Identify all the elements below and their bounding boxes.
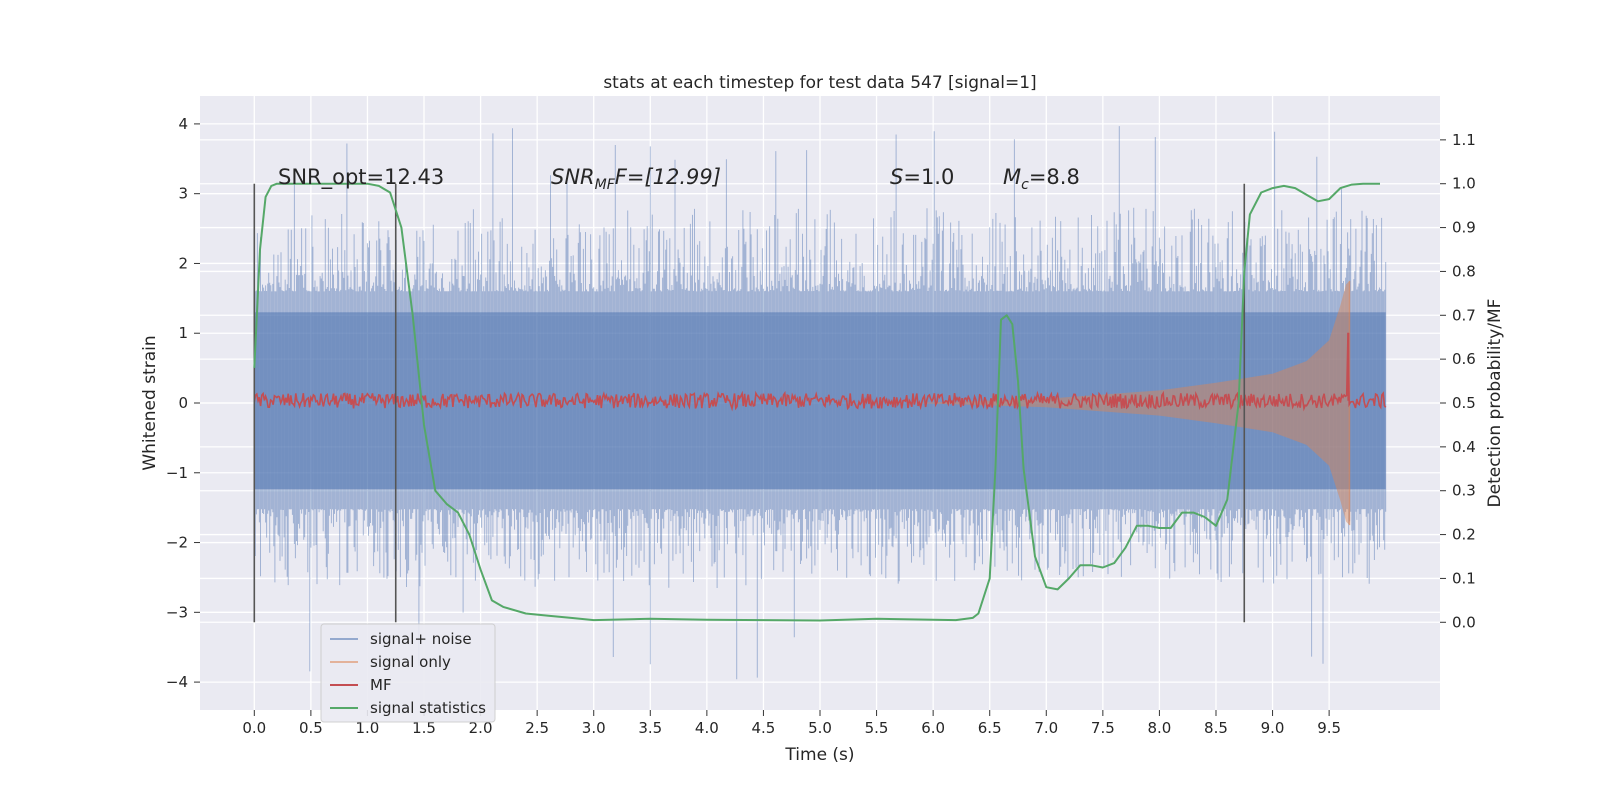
y-tick-label-left: −4 — [166, 673, 188, 691]
x-tick-label: 6.0 — [921, 719, 945, 737]
x-tick-label: 4.0 — [695, 719, 719, 737]
y-tick-label-left: 4 — [178, 115, 188, 133]
annotation-snr-opt: SNR_opt=12.43 — [278, 165, 444, 190]
legend-box — [320, 623, 496, 723]
y-tick-label-right: 0.8 — [1452, 262, 1476, 280]
x-tick-label: 4.5 — [752, 719, 776, 737]
x-tick-label: 3.0 — [582, 719, 606, 737]
y-tick-label-left: −3 — [166, 603, 188, 621]
x-tick-label: 2.0 — [469, 719, 493, 737]
x-tick-label: 5.0 — [808, 719, 832, 737]
x-tick-label: 0.5 — [299, 719, 323, 737]
legend-label-signal-statistics: signal statistics — [370, 699, 486, 717]
y-tick-label-right: 0.2 — [1452, 526, 1476, 544]
y-tick-label-right: 0.6 — [1452, 350, 1476, 368]
mf-trace — [253, 332, 1387, 412]
series-mf — [253, 332, 1387, 412]
y-tick-label-left: 2 — [178, 254, 188, 272]
legend: signal+ noise signal only MF signal stat… — [320, 623, 496, 723]
x-tick-label: 8.5 — [1204, 719, 1228, 737]
x-tick-label: 7.0 — [1034, 719, 1058, 737]
y-tick-label-right: 0.0 — [1452, 613, 1476, 631]
x-tick-label: 8.0 — [1147, 719, 1171, 737]
x-tick-label: 1.0 — [356, 719, 380, 737]
x-tick-label: 2.5 — [525, 719, 549, 737]
legend-label-mf: MF — [370, 676, 392, 694]
x-tick-label: 3.5 — [638, 719, 662, 737]
y-tick-label-right: 0.4 — [1452, 438, 1476, 456]
x-tick-label: 7.5 — [1091, 719, 1115, 737]
y-tick-label-right: 0.1 — [1452, 569, 1476, 587]
x-tick-label: 9.0 — [1261, 719, 1285, 737]
annotation-mc: Mc=8.8 — [1003, 165, 1080, 193]
y-tick-label-right: 1.0 — [1452, 175, 1476, 193]
legend-label-signal-plus-noise: signal+ noise — [370, 630, 472, 648]
x-tick-label: 9.5 — [1317, 719, 1341, 737]
y-tick-label-right: 0.5 — [1452, 394, 1476, 412]
x-tick-label: 6.5 — [978, 719, 1002, 737]
x-tick-label: 0.0 — [242, 719, 266, 737]
x-tick-label: 5.5 — [865, 719, 889, 737]
statistics-trace — [253, 182, 1380, 622]
annotation-s: S=1.0 — [890, 165, 954, 189]
y-axis-label-right: Detection probability/MF — [1485, 299, 1505, 508]
y-tick-label-left: 1 — [178, 324, 188, 342]
y-tick-label-left: 0 — [178, 394, 188, 412]
vertical-markers — [253, 183, 1246, 623]
x-tick-label: 1.5 — [412, 719, 436, 737]
x-axis-label: Time (s) — [784, 745, 854, 765]
y-tick-label-right: 0.7 — [1452, 306, 1476, 324]
y-tick-label-left: 3 — [178, 185, 188, 203]
y-tick-label-right: 1.1 — [1452, 131, 1476, 149]
y-tick-label-left: −2 — [166, 534, 188, 552]
y-tick-label-left: −1 — [166, 464, 188, 482]
chart-title: stats at each timestep for test data 547… — [603, 73, 1036, 93]
series-signal-statistics — [253, 182, 1380, 622]
legend-label-signal-only: signal only — [370, 653, 451, 671]
y-axis-label-left: Whitened strain — [140, 335, 160, 470]
y-tick-label-right: 0.9 — [1452, 219, 1476, 237]
y-tick-label-right: 0.3 — [1452, 482, 1476, 500]
axis-ticks: 0.0 0.5 1.0 1.5 2.0 2.5 3.0 3.5 4.0 4.5 5.0 5.5 6.0 6… — [166, 115, 1476, 737]
annotation-snr-mf: SNRMFF=[12.99] — [551, 165, 721, 193]
